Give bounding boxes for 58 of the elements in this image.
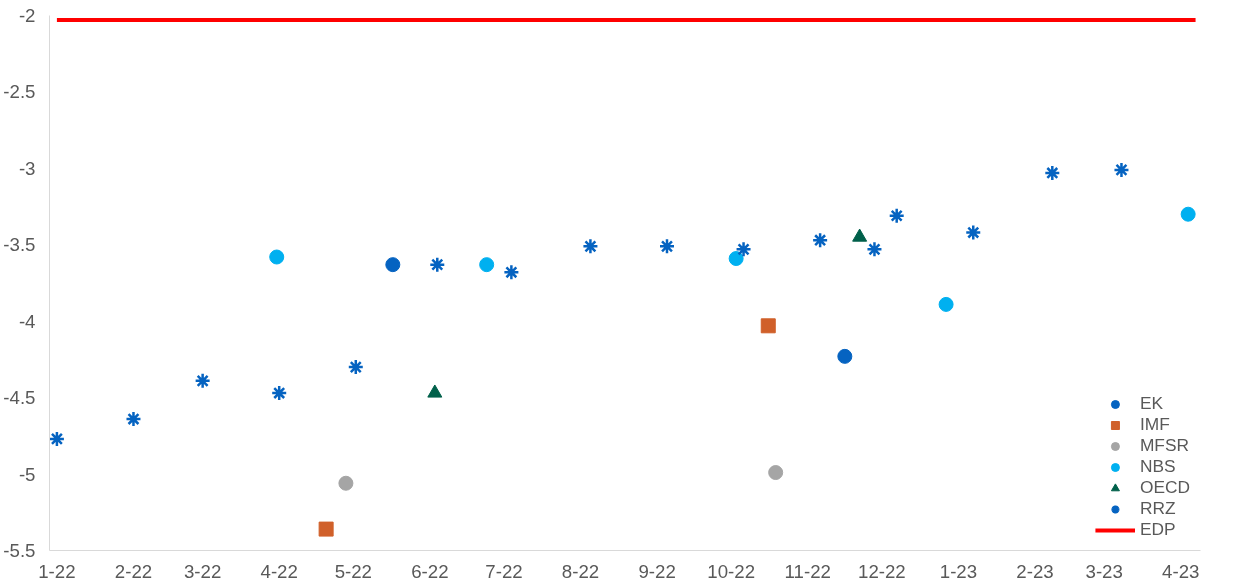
legend-label: NBS bbox=[1139, 456, 1176, 477]
x-tick-label: 12-22 bbox=[858, 560, 906, 582]
point bbox=[866, 241, 883, 258]
y-tick-label: -3.5 bbox=[3, 234, 36, 256]
x-tick-label: 7-22 bbox=[485, 560, 523, 582]
point bbox=[837, 348, 853, 364]
x-tick-label: 2-22 bbox=[114, 560, 153, 582]
legend-label: MFSR bbox=[1139, 435, 1190, 456]
point bbox=[658, 238, 676, 255]
x-tick-label: 3-23 bbox=[1085, 560, 1123, 582]
legend-label: EK bbox=[1139, 393, 1164, 414]
point bbox=[811, 231, 829, 249]
point bbox=[269, 249, 285, 265]
x-tick-label: 1-22 bbox=[38, 560, 76, 582]
y-tick-label: -2.5 bbox=[3, 81, 36, 103]
x-tick-label: 5-22 bbox=[334, 560, 372, 582]
x-tick-label: 1-23 bbox=[939, 560, 978, 582]
point bbox=[270, 384, 288, 402]
point bbox=[49, 430, 66, 448]
legend-label: RRZ bbox=[1139, 498, 1176, 519]
x-tick-label: 11-22 bbox=[784, 560, 831, 582]
point bbox=[728, 251, 744, 267]
point bbox=[768, 465, 784, 481]
point bbox=[338, 475, 354, 491]
point bbox=[125, 410, 142, 428]
x-tick-label: 3-22 bbox=[183, 560, 222, 582]
point bbox=[385, 257, 401, 273]
y-tick-label: -2 bbox=[18, 5, 36, 26]
legend-label: EDP bbox=[1139, 519, 1176, 540]
y-tick-label: -3 bbox=[18, 157, 36, 179]
point bbox=[965, 224, 982, 241]
y-tick-label: -4.5 bbox=[3, 387, 36, 409]
point bbox=[429, 256, 446, 273]
x-tick-label: 4-22 bbox=[260, 560, 298, 582]
legend-label: OECD bbox=[1139, 477, 1190, 498]
point bbox=[479, 257, 495, 273]
y-tick-label: -5 bbox=[18, 463, 36, 485]
x-tick-label: 10-22 bbox=[707, 560, 756, 582]
point bbox=[503, 264, 520, 281]
point bbox=[347, 358, 365, 376]
x-tick-label: 9-22 bbox=[638, 560, 676, 582]
x-tick-label: 6-22 bbox=[411, 560, 449, 582]
legend-label: IMF bbox=[1139, 414, 1170, 435]
y-tick-label: -5.5 bbox=[3, 540, 36, 561]
point bbox=[938, 296, 954, 312]
x-tick-label: 4-23 bbox=[1162, 560, 1200, 582]
point bbox=[1044, 164, 1061, 182]
y-tick-label: -4 bbox=[18, 310, 36, 332]
point bbox=[760, 318, 776, 334]
point bbox=[1180, 206, 1196, 222]
point bbox=[888, 207, 905, 224]
x-tick-label: 2-23 bbox=[1016, 560, 1054, 582]
x-tick-label: 8-22 bbox=[561, 560, 600, 582]
point bbox=[582, 238, 599, 255]
point bbox=[318, 521, 334, 537]
point bbox=[1113, 161, 1130, 179]
point bbox=[194, 372, 211, 390]
point bbox=[735, 241, 752, 258]
